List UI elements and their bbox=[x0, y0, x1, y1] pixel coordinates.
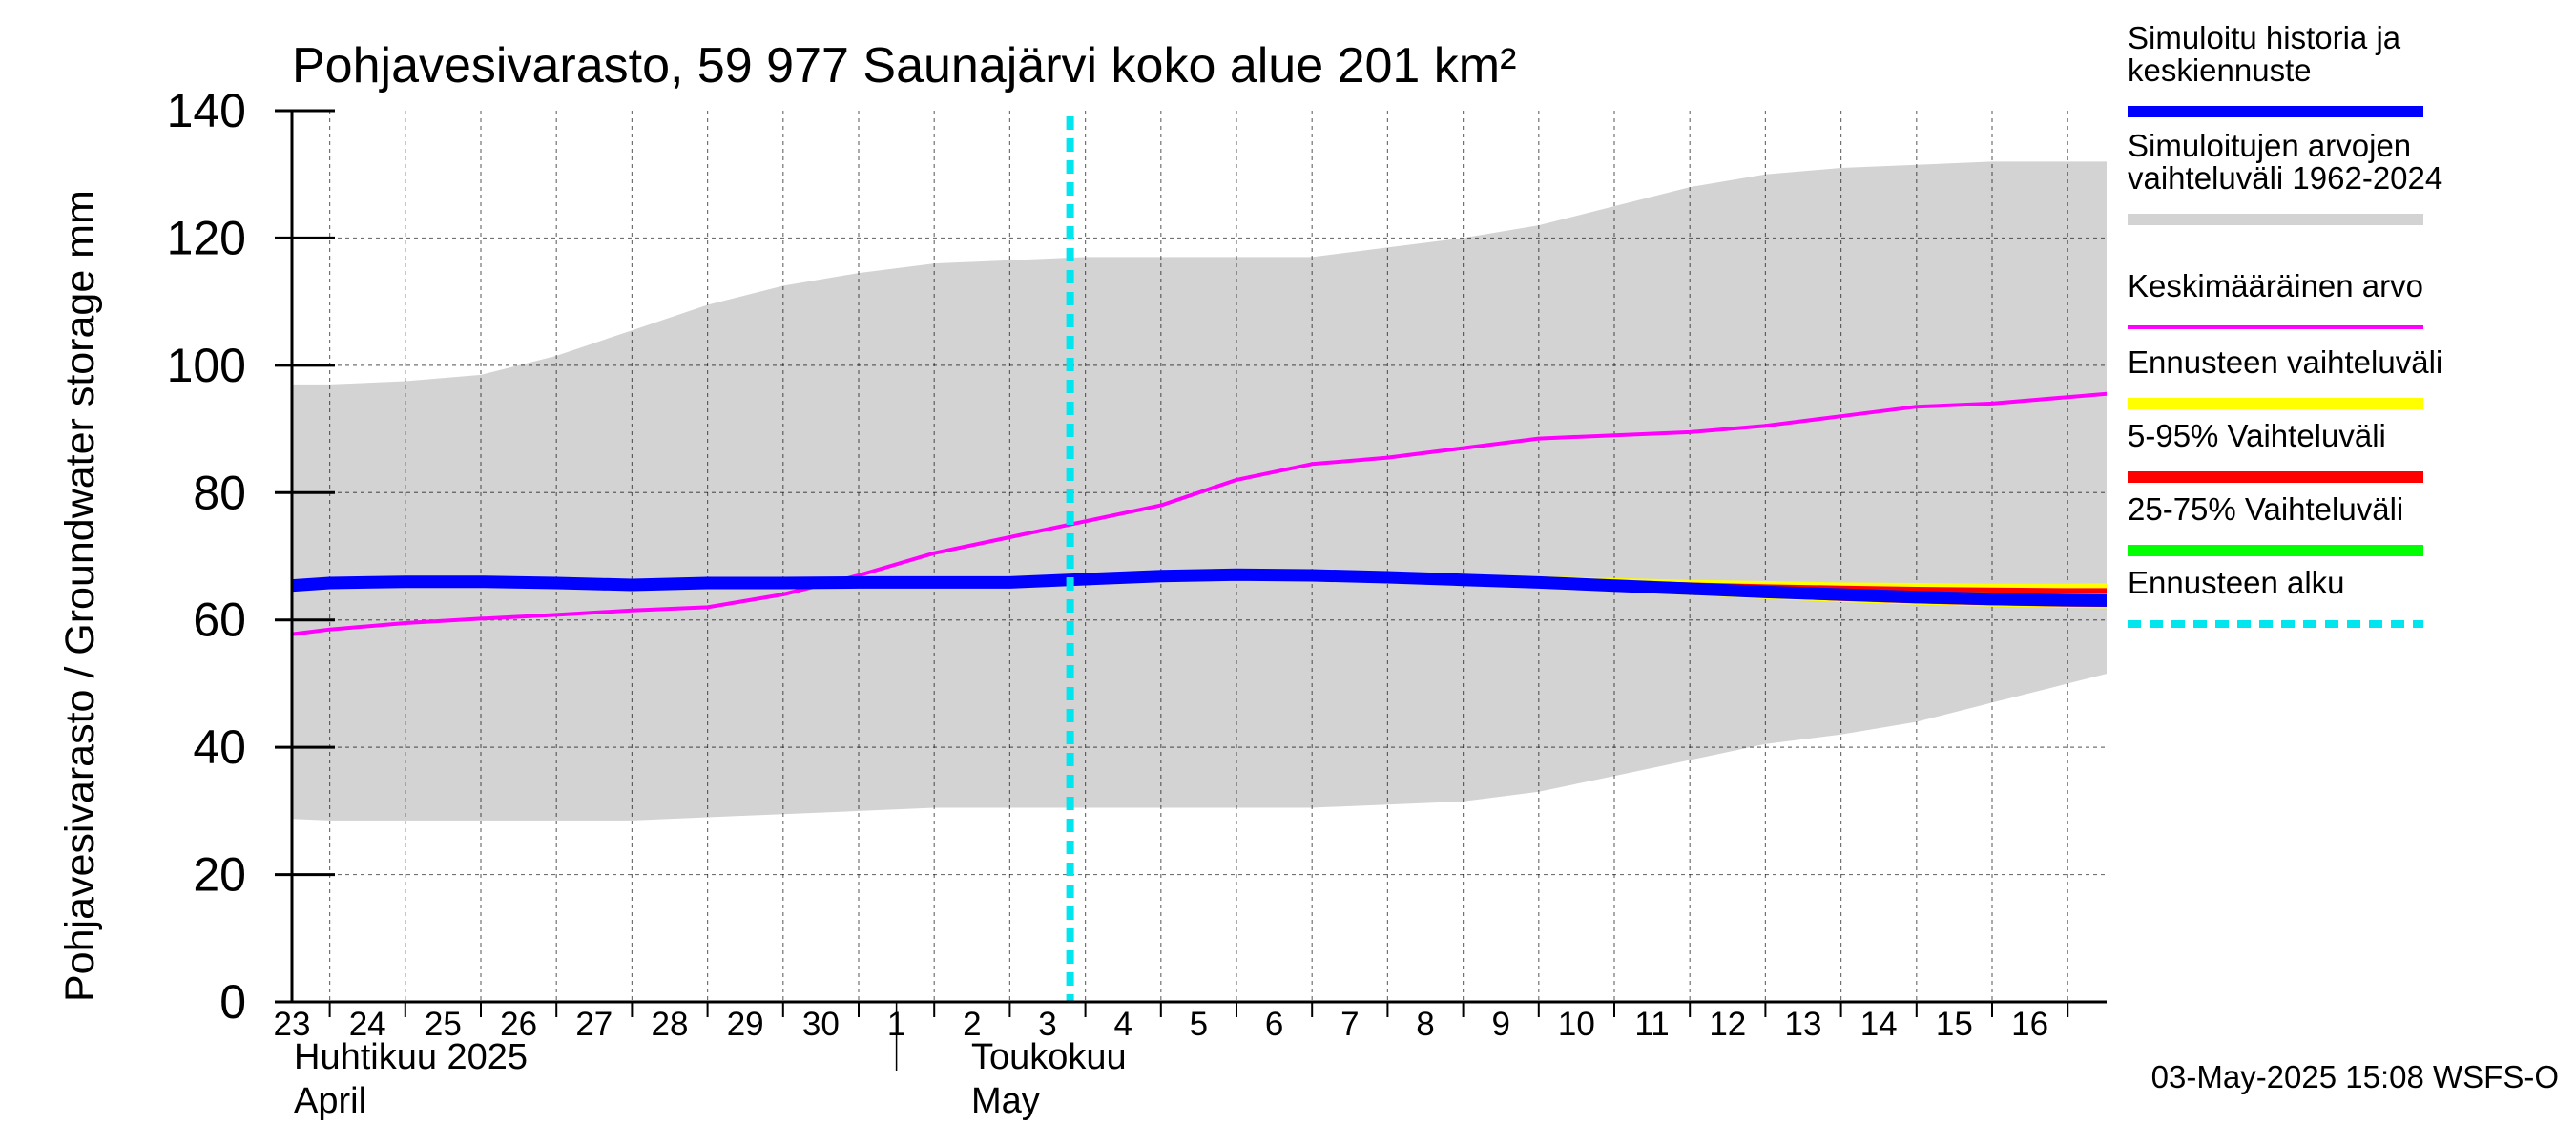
x-tick-label-6: 29 bbox=[727, 1006, 764, 1043]
x-tick-label-16: 9 bbox=[1491, 1006, 1509, 1043]
x-tick-label-21: 14 bbox=[1860, 1006, 1898, 1043]
month-label-april-line2: April bbox=[294, 1081, 366, 1121]
x-tick-label-17: 10 bbox=[1558, 1006, 1595, 1043]
x-tick-label-11: 4 bbox=[1113, 1006, 1132, 1043]
legend-label-6: Ennusteen alku bbox=[2128, 565, 2345, 600]
legend-label-0-line2: keskiennuste bbox=[2128, 52, 2312, 88]
x-tick-label-9: 2 bbox=[963, 1006, 981, 1043]
x-tick-label-14: 7 bbox=[1340, 1006, 1359, 1043]
legend-label-4: 5-95% Vaihteluväli bbox=[2128, 418, 2386, 453]
footer-timestamp: 03-May-2025 15:08 WSFS-O bbox=[2151, 1059, 2559, 1094]
x-tick-label-3: 26 bbox=[500, 1006, 537, 1043]
x-tick-label-7: 30 bbox=[802, 1006, 840, 1043]
x-tick-label-13: 6 bbox=[1265, 1006, 1283, 1043]
legend-label-3: Ennusteen vaihteluväli bbox=[2128, 344, 2442, 380]
x-tick-label-4: 27 bbox=[575, 1006, 613, 1043]
legend-label-2: Keskimääräinen arvo bbox=[2128, 268, 2423, 303]
month-label-may-line2: May bbox=[971, 1081, 1040, 1121]
simulated-line bbox=[292, 568, 2107, 607]
y-tick-label-120: 120 bbox=[167, 211, 246, 264]
x-tick-label-12: 5 bbox=[1190, 1006, 1208, 1043]
x-tick-label-18: 11 bbox=[1634, 1006, 1669, 1043]
month-label-april-line1: Huhtikuu 2025 bbox=[294, 1037, 528, 1077]
y-tick-label-140: 140 bbox=[167, 84, 246, 137]
x-tick-label-15: 8 bbox=[1416, 1006, 1434, 1043]
y-tick-label-0: 0 bbox=[219, 975, 246, 1029]
month-label-may-line1: Toukokuu bbox=[971, 1037, 1127, 1077]
y-tick-label-80: 80 bbox=[193, 466, 246, 519]
x-tick-label-23: 16 bbox=[2011, 1006, 2048, 1043]
x-tick-label-19: 12 bbox=[1709, 1006, 1746, 1043]
y-tick-label-60: 60 bbox=[193, 593, 246, 647]
x-tick-label-22: 15 bbox=[1936, 1006, 1973, 1043]
y-tick-label-20: 20 bbox=[193, 848, 246, 902]
x-tick-label-0: 23 bbox=[274, 1006, 311, 1043]
mean-line bbox=[292, 391, 2107, 636]
legend-label-1-line2: vaihteluväli 1962-2024 bbox=[2128, 160, 2442, 196]
legend-label-0-line1: Simuloitu historia ja bbox=[2128, 20, 2401, 55]
x-tick-label-10: 3 bbox=[1038, 1006, 1056, 1043]
legend-label-1-line1: Simuloitujen arvojen bbox=[2128, 128, 2411, 163]
x-tick-label-1: 24 bbox=[349, 1006, 386, 1043]
x-tick-label-2: 25 bbox=[425, 1006, 462, 1043]
x-tick-label-5: 28 bbox=[652, 1006, 689, 1043]
chart-title: Pohjavesivarasto, 59 977 Saunajärvi koko… bbox=[292, 38, 1516, 94]
y-tick-label-40: 40 bbox=[193, 720, 246, 774]
x-tick-label-20: 13 bbox=[1785, 1006, 1822, 1043]
y-tick-label-100: 100 bbox=[167, 339, 246, 392]
y-axis-label: Pohjavesivarasto / Groundwater storage m… bbox=[57, 190, 103, 1002]
legend-label-5: 25-75% Vaihteluväli bbox=[2128, 491, 2403, 527]
